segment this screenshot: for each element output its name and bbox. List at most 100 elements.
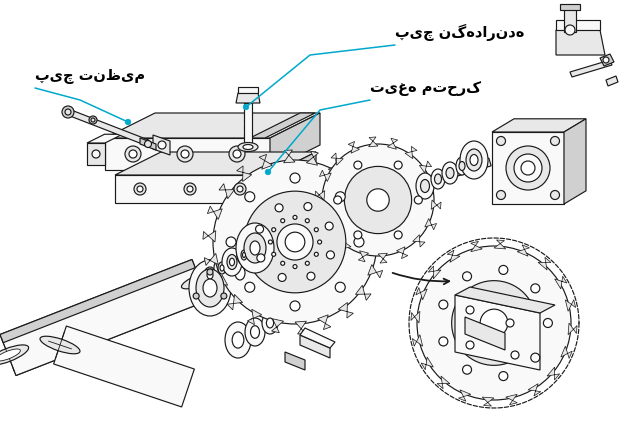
Polygon shape — [368, 264, 383, 278]
Circle shape — [290, 301, 300, 311]
Ellipse shape — [241, 250, 247, 260]
Circle shape — [344, 167, 412, 234]
Polygon shape — [556, 20, 600, 30]
Ellipse shape — [237, 245, 251, 265]
Circle shape — [466, 306, 474, 314]
Polygon shape — [87, 134, 123, 143]
Polygon shape — [494, 240, 506, 249]
Polygon shape — [421, 357, 433, 370]
Circle shape — [314, 228, 318, 232]
Circle shape — [463, 365, 472, 374]
Circle shape — [439, 337, 448, 346]
Polygon shape — [492, 119, 586, 132]
Circle shape — [226, 237, 236, 247]
Polygon shape — [105, 113, 320, 138]
Circle shape — [551, 136, 559, 145]
Circle shape — [417, 246, 571, 400]
Circle shape — [317, 240, 322, 244]
Circle shape — [307, 272, 315, 280]
Circle shape — [265, 169, 271, 175]
Circle shape — [551, 190, 559, 199]
Circle shape — [314, 252, 318, 256]
Circle shape — [237, 186, 243, 192]
Circle shape — [257, 254, 265, 262]
Circle shape — [144, 141, 151, 147]
Circle shape — [543, 318, 552, 328]
Polygon shape — [416, 288, 427, 300]
Circle shape — [322, 144, 434, 256]
Polygon shape — [561, 346, 572, 358]
Polygon shape — [247, 309, 262, 325]
Circle shape — [245, 282, 255, 292]
Circle shape — [354, 231, 362, 239]
Polygon shape — [270, 152, 316, 203]
Ellipse shape — [0, 345, 29, 365]
Polygon shape — [219, 184, 234, 199]
Circle shape — [193, 293, 199, 299]
Polygon shape — [115, 175, 270, 203]
Polygon shape — [300, 335, 330, 358]
Ellipse shape — [40, 336, 80, 354]
Circle shape — [125, 146, 141, 162]
Polygon shape — [492, 132, 564, 204]
Circle shape — [91, 118, 95, 122]
Polygon shape — [600, 54, 614, 66]
Polygon shape — [355, 285, 371, 300]
Ellipse shape — [199, 260, 221, 290]
Polygon shape — [413, 235, 425, 247]
Polygon shape — [140, 138, 156, 150]
Polygon shape — [564, 8, 576, 32]
Circle shape — [463, 272, 472, 281]
Polygon shape — [397, 158, 491, 194]
Circle shape — [293, 265, 297, 269]
Polygon shape — [425, 218, 436, 230]
Polygon shape — [285, 352, 305, 370]
Circle shape — [305, 261, 309, 265]
Circle shape — [134, 183, 146, 195]
Circle shape — [187, 186, 193, 192]
Circle shape — [414, 196, 422, 204]
Ellipse shape — [222, 248, 242, 276]
Polygon shape — [300, 328, 335, 348]
Polygon shape — [405, 146, 417, 159]
Ellipse shape — [235, 266, 245, 280]
Circle shape — [285, 232, 305, 252]
Polygon shape — [54, 326, 194, 407]
Polygon shape — [238, 87, 258, 93]
Ellipse shape — [470, 155, 478, 165]
Polygon shape — [362, 194, 378, 209]
Polygon shape — [431, 200, 441, 210]
Ellipse shape — [227, 255, 237, 269]
Ellipse shape — [262, 312, 278, 334]
Circle shape — [272, 228, 276, 232]
Circle shape — [305, 219, 309, 223]
Ellipse shape — [204, 267, 216, 283]
Circle shape — [354, 237, 364, 247]
Polygon shape — [429, 180, 440, 191]
Circle shape — [268, 240, 272, 244]
Polygon shape — [372, 218, 386, 231]
Circle shape — [243, 104, 249, 110]
Ellipse shape — [420, 179, 430, 193]
Circle shape — [335, 282, 345, 292]
Polygon shape — [555, 276, 567, 289]
Circle shape — [129, 150, 137, 158]
Circle shape — [497, 190, 505, 199]
Circle shape — [213, 160, 377, 324]
Polygon shape — [568, 323, 577, 335]
Circle shape — [451, 280, 536, 366]
Circle shape — [290, 173, 300, 183]
Ellipse shape — [446, 167, 454, 178]
Circle shape — [335, 192, 345, 202]
Polygon shape — [348, 142, 360, 153]
Polygon shape — [244, 103, 252, 143]
Circle shape — [62, 106, 74, 118]
Ellipse shape — [196, 269, 224, 307]
Circle shape — [603, 57, 609, 63]
Polygon shape — [227, 295, 242, 310]
Polygon shape — [115, 152, 316, 175]
Polygon shape — [506, 394, 517, 405]
Polygon shape — [236, 93, 260, 103]
Polygon shape — [328, 159, 343, 175]
Ellipse shape — [245, 318, 265, 346]
